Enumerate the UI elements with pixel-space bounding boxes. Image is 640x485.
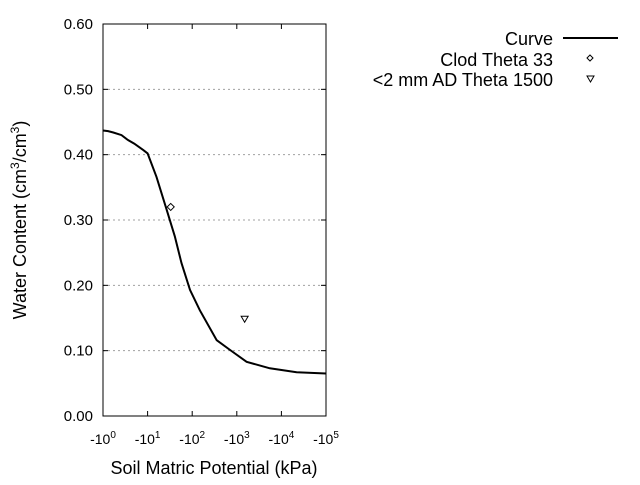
- x-tick-label: -100: [90, 430, 116, 447]
- y-axis: 0.00 0.10 0.20 0.30 0.40 0.50 0.60: [64, 16, 326, 425]
- x-axis-label: Soil Matric Potential (kPa): [110, 458, 317, 478]
- legend-label-ad: <2 mm AD Theta 1500: [373, 70, 553, 90]
- x-tick-label: -105: [313, 430, 339, 447]
- y-axis-label: Water Content (cm3/cm3): [8, 121, 30, 320]
- y-tick-label: 0.60: [64, 16, 93, 33]
- legend-label-clod: Clod Theta 33: [440, 50, 553, 70]
- grid-lines: [103, 88, 326, 352]
- y-tick-label: 0.20: [64, 277, 93, 294]
- series-layer: [102, 129, 327, 375]
- x-tick-label: -104: [269, 430, 295, 447]
- legend-triangle-marker: [586, 75, 595, 83]
- legend-label-curve: Curve: [505, 29, 553, 49]
- legend-diamond-marker: [586, 54, 594, 62]
- legend: Curve Clod Theta 33 <2 mm AD Theta 1500: [373, 29, 618, 90]
- x-tick-label: -102: [179, 430, 205, 447]
- y-tick-label: 0.00: [64, 408, 93, 425]
- y-tick-label: 0.40: [64, 147, 93, 164]
- y-tick-label: 0.50: [64, 81, 93, 98]
- clod-theta-33-point: [166, 202, 175, 212]
- x-tick-label: -101: [135, 430, 161, 447]
- y-tick-label: 0.10: [64, 343, 93, 360]
- plot-frame: [102, 23, 327, 417]
- x-tick-label: -103: [224, 430, 250, 447]
- ad-theta-1500-point: [240, 315, 250, 324]
- x-axis: -100 -101 -102 -103 -104 -105: [90, 24, 339, 447]
- y-tick-label: 0.30: [64, 212, 93, 229]
- curve-line: [102, 129, 327, 375]
